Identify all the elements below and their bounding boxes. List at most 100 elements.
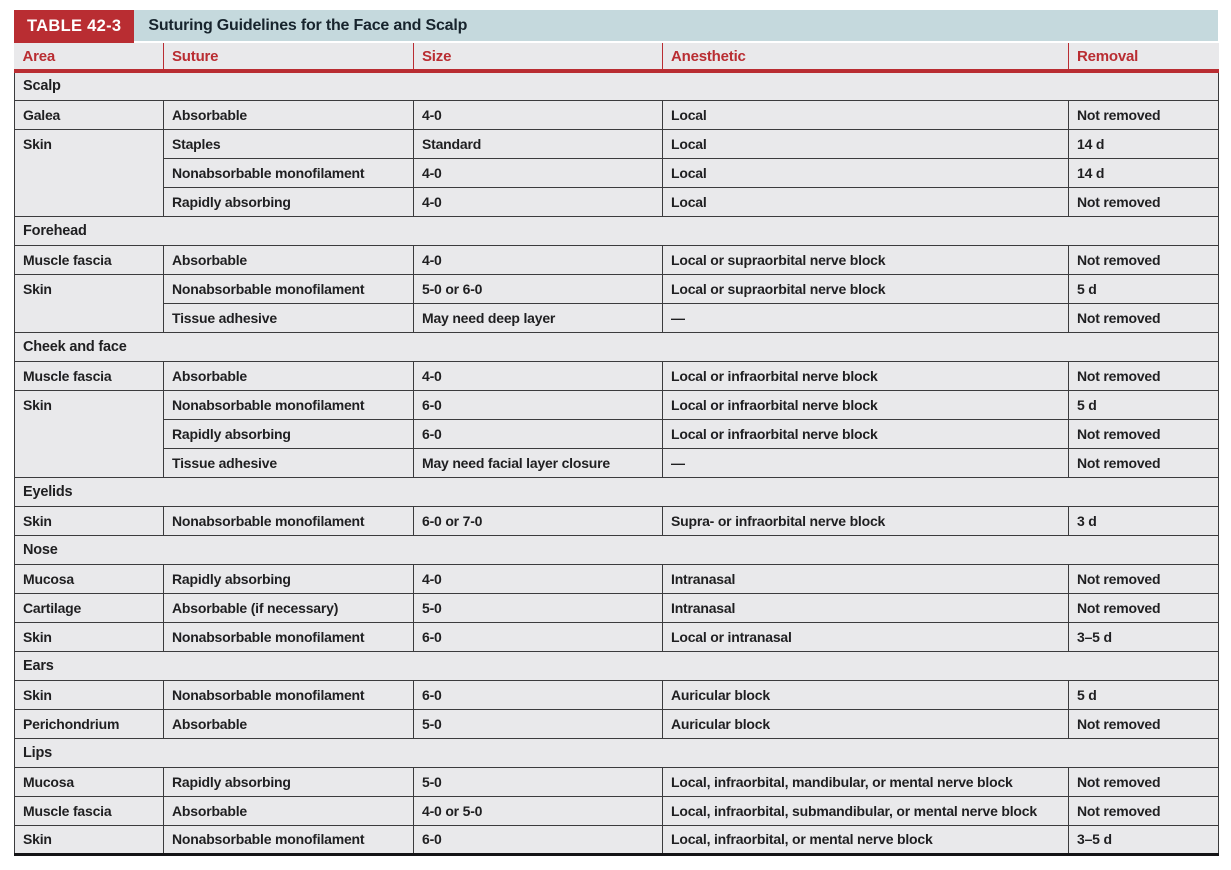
area-cell: Cartilage [14, 592, 164, 623]
anesthetic-cell: Local, infraorbital, or mental nerve blo… [662, 824, 1069, 856]
section-label: Scalp [14, 70, 1219, 101]
table-row: Galea Absorbable 4-0 Local Not removed [14, 99, 1219, 130]
suture-cell: Nonabsorbable monofilament [163, 679, 414, 710]
column-header-size: Size [413, 43, 663, 73]
table-row: Skin Nonabsorbable monofilament 6-0 Auricul… [14, 679, 1219, 710]
anesthetic-cell: Local [662, 99, 1069, 130]
anesthetic-cell: Local, infraorbital, submandibular, or m… [662, 795, 1069, 826]
area-cell: Skin [14, 128, 164, 217]
table-title: Suturing Guidelines for the Face and Sca… [148, 16, 468, 34]
anesthetic-cell: Local or intranasal [662, 621, 1069, 652]
suture-cell: Nonabsorbable monofilament [163, 389, 414, 420]
area-cell: Skin [14, 824, 164, 856]
area-cell: Galea [14, 99, 164, 130]
section-row-nose: Nose [14, 534, 1219, 565]
size-cell: 5-0 [413, 766, 663, 797]
area-cell: Mucosa [14, 563, 164, 594]
anesthetic-cell: Local or infraorbital nerve block [662, 389, 1069, 420]
removal-cell: Not removed [1068, 563, 1219, 594]
suture-cell: Nonabsorbable monofilament [163, 824, 414, 856]
area-cell: Skin [14, 679, 164, 710]
table-row: Skin Nonabsorbable monofilament 6-0 Local, … [14, 824, 1219, 856]
size-cell: 5-0 [413, 592, 663, 623]
suture-cell: Absorbable (if necessary) [163, 592, 414, 623]
anesthetic-cell: Local or infraorbital nerve block [662, 418, 1069, 449]
suture-cell: Absorbable [163, 360, 414, 391]
section-row-scalp: Scalp [14, 70, 1219, 101]
size-cell: 4-0 [413, 186, 663, 217]
suture-cell: Staples [163, 128, 414, 159]
anesthetic-cell: Local, infraorbital, mandibular, or ment… [662, 766, 1069, 797]
removal-cell: 3–5 d [1068, 621, 1219, 652]
section-label: Eyelids [14, 476, 1219, 507]
section-label: Lips [14, 737, 1219, 768]
suture-cell: Rapidly absorbing [163, 186, 414, 217]
table-row: Tissue adhesive May need facial layer clo… [15, 447, 1219, 478]
column-header-area: Area [14, 43, 164, 73]
table-row: Skin Nonabsorbable monofilament 6-0 or 7-0… [14, 505, 1219, 536]
removal-cell: Not removed [1068, 360, 1219, 391]
size-cell: 6-0 [413, 621, 663, 652]
anesthetic-cell: Local [662, 186, 1069, 217]
removal-cell: Not removed [1068, 592, 1219, 623]
anesthetic-cell: Local or supraorbital nerve block [662, 244, 1069, 275]
table-row: Rapidly absorbing 4-0 Local Not removed [15, 186, 1219, 217]
size-cell: 6-0 [413, 679, 663, 710]
size-cell: 6-0 [413, 418, 663, 449]
section-row-eyelids: Eyelids [14, 476, 1219, 507]
header-row: Area Suture Size Anesthetic Removal [14, 43, 1219, 73]
size-cell: 5-0 [413, 708, 663, 739]
size-cell: May need facial layer closure [413, 447, 663, 478]
suture-cell: Nonabsorbable monofilament [163, 157, 414, 188]
size-cell: 6-0 or 7-0 [413, 505, 663, 536]
suture-cell: Absorbable [163, 708, 414, 739]
size-cell: 4-0 [413, 360, 663, 391]
table-row: Skin Nonabsorbable monofilament 6-0 Local o… [14, 389, 1219, 478]
anesthetic-cell: Local or supraorbital nerve block [662, 273, 1069, 304]
column-header-anesthetic: Anesthetic [662, 43, 1069, 73]
suture-cell: Absorbable [163, 99, 414, 130]
removal-cell: Not removed [1068, 766, 1219, 797]
area-cell: Skin [14, 389, 164, 478]
anesthetic-cell: Auricular block [662, 679, 1069, 710]
anesthetic-cell: Local or infraorbital nerve block [662, 360, 1069, 391]
size-cell: 6-0 [413, 389, 663, 420]
size-cell: 4-0 [413, 99, 663, 130]
removal-cell: 14 d [1068, 157, 1219, 188]
table-number-badge: TABLE 42-3 [14, 10, 135, 43]
table-row: Muscle fascia Absorbable 4-0 Local or supra… [14, 244, 1219, 275]
size-cell: 4-0 [413, 563, 663, 594]
size-cell: Standard [413, 128, 663, 159]
area-cell: Skin [14, 621, 164, 652]
removal-cell: 14 d [1068, 128, 1219, 159]
anesthetic-cell: Auricular block [662, 708, 1069, 739]
area-cell: Mucosa [14, 766, 164, 797]
removal-cell: Not removed [1068, 99, 1219, 130]
size-cell: 4-0 or 5-0 [413, 795, 663, 826]
section-row-cheek-and-face: Cheek and face [14, 331, 1219, 362]
removal-cell: Not removed [1068, 418, 1219, 449]
suture-cell: Rapidly absorbing [163, 766, 414, 797]
table-row: Mucosa Rapidly absorbing 4-0 Intranasal Not … [14, 563, 1219, 594]
suturing-guidelines-table: TABLE 42-3 Suturing Guidelines for the F… [14, 10, 1219, 856]
section-label: Nose [14, 534, 1219, 565]
table-row: Muscle fascia Absorbable 4-0 or 5-0 Local, … [14, 795, 1219, 826]
area-cell: Muscle fascia [14, 795, 164, 826]
table-row: Muscle fascia Absorbable 4-0 Local or infra… [14, 360, 1219, 391]
area-cell: Perichondrium [14, 708, 164, 739]
removal-cell: 3 d [1068, 505, 1219, 536]
removal-cell: 5 d [1068, 273, 1219, 304]
table-row: Perichondrium Absorbable 5-0 Auricular bloc… [14, 708, 1219, 739]
size-cell: 6-0 [413, 824, 663, 856]
anesthetic-cell: — [662, 447, 1069, 478]
anesthetic-cell: Intranasal [662, 563, 1069, 594]
anesthetic-cell: Local [662, 157, 1069, 188]
suture-cell: Tissue adhesive [163, 447, 414, 478]
area-cell: Muscle fascia [14, 244, 164, 275]
section-label: Ears [14, 650, 1219, 681]
suture-cell: Tissue adhesive [163, 302, 414, 333]
anesthetic-cell: Supra- or infraorbital nerve block [662, 505, 1069, 536]
table-row: Rapidly absorbing 6-0 Local or infraorbita… [15, 418, 1219, 449]
removal-cell: 5 d [1068, 389, 1219, 420]
table-body: Scalp Galea Absorbable 4-0 Local Not removed S… [14, 70, 1219, 856]
